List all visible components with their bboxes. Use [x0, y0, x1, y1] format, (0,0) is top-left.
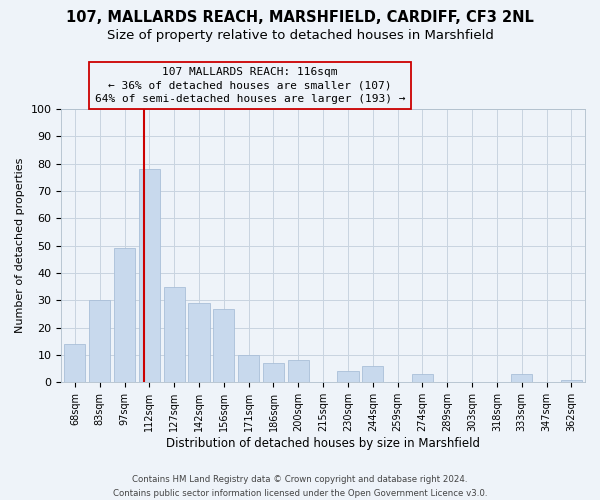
Bar — [139, 169, 160, 382]
Bar — [288, 360, 309, 382]
Bar — [337, 372, 359, 382]
Text: 107, MALLARDS REACH, MARSHFIELD, CARDIFF, CF3 2NL: 107, MALLARDS REACH, MARSHFIELD, CARDIFF… — [66, 10, 534, 25]
Bar — [89, 300, 110, 382]
Text: 107 MALLARDS REACH: 116sqm
← 36% of detached houses are smaller (107)
64% of sem: 107 MALLARDS REACH: 116sqm ← 36% of deta… — [95, 67, 405, 104]
Bar — [64, 344, 85, 383]
Text: Contains HM Land Registry data © Crown copyright and database right 2024.
Contai: Contains HM Land Registry data © Crown c… — [113, 476, 487, 498]
Bar — [188, 303, 209, 382]
Bar — [561, 380, 582, 382]
Text: Size of property relative to detached houses in Marshfield: Size of property relative to detached ho… — [107, 29, 493, 42]
X-axis label: Distribution of detached houses by size in Marshfield: Distribution of detached houses by size … — [166, 437, 480, 450]
Bar — [238, 355, 259, 382]
Bar — [263, 363, 284, 382]
Bar — [511, 374, 532, 382]
Bar — [164, 286, 185, 382]
Bar — [362, 366, 383, 382]
Bar — [214, 308, 235, 382]
Bar — [114, 248, 135, 382]
Bar — [412, 374, 433, 382]
Y-axis label: Number of detached properties: Number of detached properties — [15, 158, 25, 334]
